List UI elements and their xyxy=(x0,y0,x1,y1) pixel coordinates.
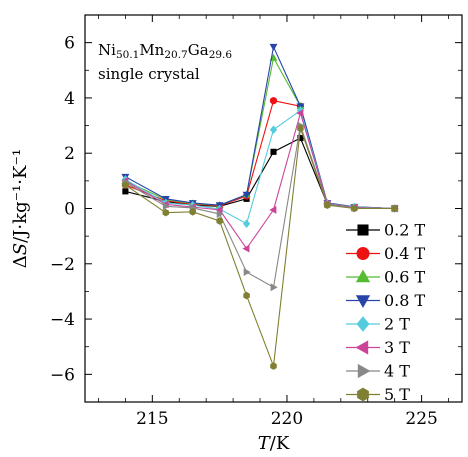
data-point xyxy=(162,202,170,211)
legend-item: 0.2 T xyxy=(346,221,426,240)
legend-item: 0.4 T xyxy=(346,244,426,263)
data-point xyxy=(243,268,251,277)
legend-item: 2 T xyxy=(346,315,410,334)
data-point xyxy=(242,244,250,253)
y-tick-label: 0 xyxy=(64,200,75,220)
data-point xyxy=(269,205,277,214)
data-point xyxy=(269,43,278,51)
data-point xyxy=(269,97,278,105)
data-point xyxy=(242,219,251,229)
data-point xyxy=(242,191,251,199)
x-tick-label: 220 xyxy=(271,409,303,429)
legend-label: 4 T xyxy=(384,362,410,381)
y-axis-label: ΔS/J·kg⁻¹·K⁻¹ xyxy=(10,149,31,268)
legend-item: 0.6 T xyxy=(346,268,426,287)
legend-label: 0.4 T xyxy=(384,244,426,263)
legend-item: 4 T xyxy=(346,362,410,381)
data-point xyxy=(189,208,196,216)
y-tick-label: −2 xyxy=(50,255,75,275)
annotation-block: Ni50.1Mn20.7Ga29.6 single crystal xyxy=(98,41,232,83)
legend-marker xyxy=(355,269,371,283)
data-point xyxy=(269,125,278,135)
legend-marker xyxy=(355,295,371,308)
data-point xyxy=(270,148,277,155)
legend-label: 0.2 T xyxy=(384,221,426,240)
data-point xyxy=(296,109,304,118)
y-tick-label: 6 xyxy=(64,34,75,54)
legend-marker xyxy=(356,316,370,332)
data-point xyxy=(215,205,223,214)
legend: 0.2 T 0.4 T 0.6 T 0.8 T 2 T 3 T 4 T 5 T xyxy=(346,221,426,404)
legend-marker xyxy=(357,363,371,379)
y-tick-label: 4 xyxy=(64,89,75,109)
legend-marker xyxy=(356,247,370,260)
legend-label: 0.6 T xyxy=(384,268,426,287)
series-line xyxy=(125,128,395,367)
data-point xyxy=(122,181,129,189)
series-layer xyxy=(121,43,399,370)
legend-label: 5 T xyxy=(384,385,410,404)
data-point xyxy=(122,188,129,195)
data-point xyxy=(297,134,304,142)
y-tick-label: −6 xyxy=(50,365,75,385)
data-point xyxy=(243,291,250,300)
axis-ticks: 215 220 225 −6 −4 −2 0 2 4 6 xyxy=(50,14,462,429)
series-line xyxy=(125,125,395,289)
data-point xyxy=(270,283,278,292)
y-tick-label: −4 xyxy=(50,310,75,330)
legend-marker xyxy=(357,387,369,402)
data-point xyxy=(216,210,224,218)
legend-item: 5 T xyxy=(346,385,410,404)
legend-marker xyxy=(357,224,369,236)
legend-marker xyxy=(355,340,369,355)
composition-annotation: Ni50.1Mn20.7Ga29.6 xyxy=(98,41,232,61)
y-tick-label: 2 xyxy=(64,144,75,164)
legend-label: 3 T xyxy=(384,338,410,357)
x-axis-label: T/K xyxy=(258,433,290,454)
series-5T xyxy=(122,124,398,370)
x-tick-label: 225 xyxy=(405,409,437,429)
legend-item: 0.8 T xyxy=(346,291,426,310)
data-point xyxy=(351,204,358,213)
data-point xyxy=(324,201,331,209)
legend-item: 3 T xyxy=(346,338,410,357)
data-point xyxy=(391,204,398,213)
data-point xyxy=(162,208,170,217)
x-tick-label: 215 xyxy=(136,409,168,429)
sample-annotation: single crystal xyxy=(98,65,200,83)
legend-label: 2 T xyxy=(384,315,410,334)
data-point xyxy=(216,217,223,225)
series-line xyxy=(125,111,395,250)
legend-label: 0.8 T xyxy=(384,291,426,310)
data-point xyxy=(270,362,277,370)
data-point xyxy=(297,124,304,133)
